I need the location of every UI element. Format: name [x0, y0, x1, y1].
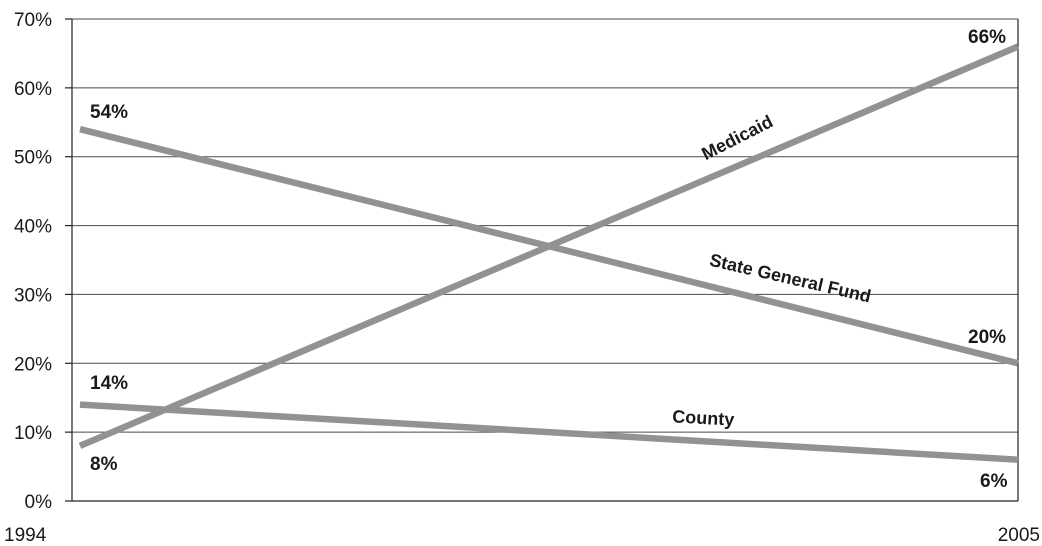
- x-tick-label: 2005: [998, 525, 1040, 546]
- y-tick-label: 60%: [14, 79, 52, 100]
- series-name-label: County: [672, 406, 735, 429]
- tick-labels: 0% 10% 20% 30% 40% 50% 60% 70% 1994 2005: [4, 10, 1040, 546]
- y-tick-label: 50%: [14, 148, 52, 169]
- series-line: [79, 401, 1019, 463]
- x-tick-label: 1994: [4, 525, 47, 546]
- series-line: [79, 126, 1019, 367]
- data-label: 66%: [968, 27, 1006, 48]
- y-tick-label: 30%: [14, 285, 52, 306]
- y-tick-label: 10%: [14, 423, 52, 444]
- data-label: 54%: [90, 102, 128, 123]
- series-name-label: State General Fund: [708, 250, 873, 307]
- y-tick-label: 40%: [14, 217, 52, 238]
- y-tick-label: 70%: [14, 10, 52, 31]
- y-tick-label: 0%: [25, 492, 53, 513]
- data-label: 14%: [90, 373, 128, 394]
- gridlines: [72, 18, 1018, 502]
- data-label: 8%: [90, 454, 118, 475]
- y-tick-label: 20%: [14, 354, 52, 375]
- data-label: 6%: [980, 471, 1008, 492]
- data-label: 20%: [968, 327, 1006, 348]
- series-lines: [78, 43, 1020, 463]
- axes: [65, 18, 1019, 502]
